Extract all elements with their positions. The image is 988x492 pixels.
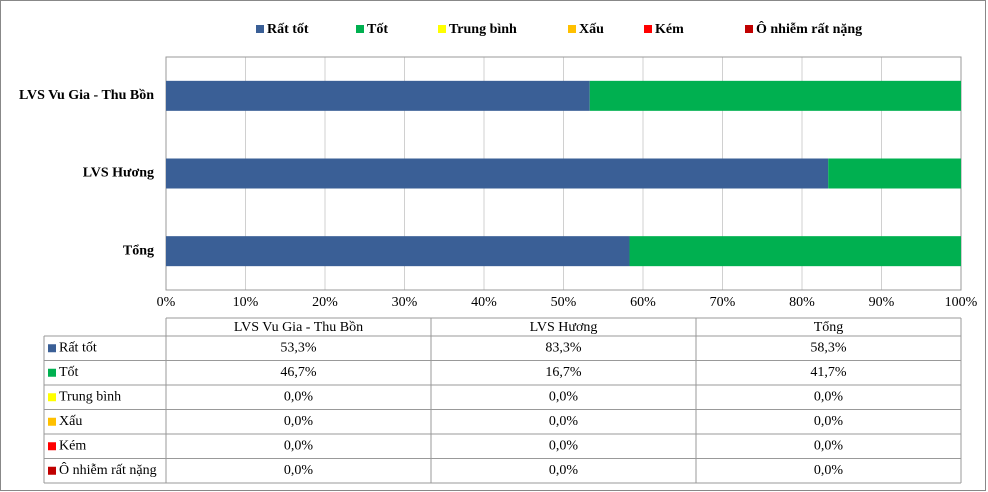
legend-swatch	[356, 25, 364, 33]
x-tick-label: 30%	[392, 295, 418, 310]
table-header: LVS Vu Gia - Thu Bồn	[234, 320, 363, 335]
legend-label: Trung bình	[449, 22, 517, 37]
table-cell: 41,7%	[810, 365, 847, 380]
y-tick-label: LVS Vu Gia - Thu Bồn	[19, 88, 154, 103]
table-cell: 0,0%	[549, 414, 579, 429]
table-cell: 0,0%	[814, 463, 844, 478]
table-cell: 0,0%	[814, 438, 844, 453]
x-tick-label: 20%	[312, 295, 338, 310]
x-tick-label: 50%	[551, 295, 577, 310]
table-cell: 0,0%	[549, 463, 579, 478]
bar-segment	[166, 236, 630, 267]
table-cell: 53,3%	[280, 340, 317, 355]
x-tick-label: 60%	[630, 295, 656, 310]
x-tick-label: 10%	[233, 295, 259, 310]
legend-label: Kém	[655, 22, 684, 37]
table-cell: 0,0%	[284, 438, 314, 453]
table-cell: 0,0%	[814, 414, 844, 429]
table-cell: 0,0%	[549, 438, 579, 453]
table-row-label: Rất tốt	[59, 340, 97, 355]
y-tick-label: LVS Hương	[83, 166, 154, 181]
legend-swatch	[745, 25, 753, 33]
table-swatch	[48, 442, 56, 451]
table-cell: 0,0%	[284, 414, 314, 429]
bar-segment	[629, 236, 961, 267]
legend-swatch	[256, 25, 264, 33]
table-row-label: Kém	[59, 438, 86, 453]
bar-segment	[166, 80, 590, 111]
legend-label: Ô nhiễm rất nặng	[756, 20, 862, 37]
x-tick-label: 70%	[710, 295, 736, 310]
bar-segment	[589, 80, 961, 111]
table-row-label: Ô nhiễm rất nặng	[59, 461, 157, 478]
legend-swatch	[644, 25, 652, 33]
table-swatch	[48, 393, 56, 402]
table-cell: 46,7%	[280, 365, 317, 380]
table-row-label: Tốt	[59, 365, 79, 380]
table-cell: 0,0%	[284, 463, 314, 478]
x-tick-label: 40%	[471, 295, 497, 310]
legend-label: Xấu	[579, 22, 604, 37]
table-cell: 83,3%	[545, 340, 582, 355]
legend-swatch	[568, 25, 576, 33]
table-header: LVS Hương	[530, 320, 598, 335]
table-cell: 0,0%	[814, 389, 844, 404]
bar-segment	[166, 158, 829, 189]
x-tick-label: 100%	[945, 295, 978, 310]
bar-segment	[828, 158, 961, 189]
table-row-label: Xấu	[59, 414, 82, 429]
legend-swatch	[438, 25, 446, 33]
table-swatch	[48, 466, 56, 475]
legend-label: Rất tốt	[267, 22, 309, 37]
table-cell: 0,0%	[284, 389, 314, 404]
x-tick-label: 80%	[789, 295, 815, 310]
table-swatch	[48, 368, 56, 377]
table-swatch	[48, 344, 56, 353]
table-swatch	[48, 417, 56, 426]
table-cell: 58,3%	[810, 340, 847, 355]
y-tick-label: Tổng	[123, 243, 154, 258]
table-cell: 0,0%	[549, 389, 579, 404]
legend-label: Tốt	[367, 22, 388, 37]
x-tick-label: 0%	[157, 295, 176, 310]
table-row-label: Trung bình	[59, 389, 121, 404]
table-cell: 16,7%	[545, 365, 582, 380]
table-header: Tổng	[814, 320, 844, 335]
x-tick-label: 90%	[869, 295, 895, 310]
